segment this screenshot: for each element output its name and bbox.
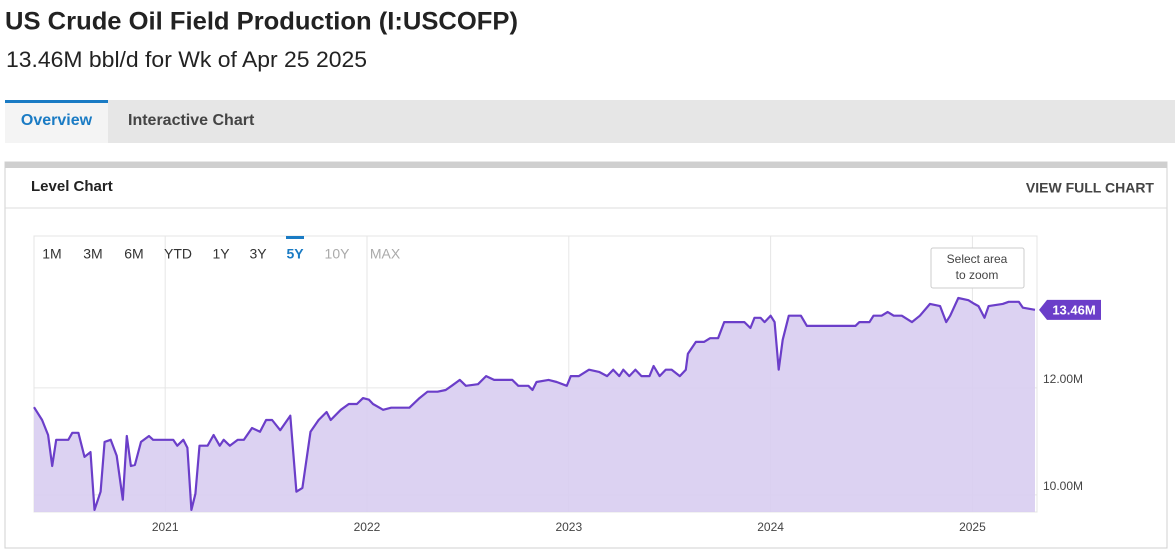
range-indicator: [286, 236, 304, 239]
zoom-hint: Select area: [947, 252, 1008, 266]
last-value-label: 13.46M: [1052, 302, 1095, 317]
tab[interactable]: Overview: [21, 112, 93, 129]
x-tick-label: 2023: [555, 520, 582, 534]
x-tick-label: 2024: [757, 520, 784, 534]
panel-top-border: [5, 162, 1167, 168]
line: [33, 296, 1036, 511]
range-button[interactable]: 3Y: [249, 246, 267, 262]
y-tick-label: 10.00M: [1043, 479, 1083, 493]
zoom-hint: to zoom: [956, 268, 999, 282]
view-full-chart[interactable]: VIEW FULL CHART: [1026, 180, 1155, 196]
tab-bar: [5, 100, 1175, 143]
range-button: MAX: [370, 246, 401, 262]
last-value-callout: [1039, 299, 1101, 320]
tab-indicator: [5, 100, 108, 103]
range-button[interactable]: 3M: [83, 246, 102, 262]
panel-title: Level Chart: [31, 178, 113, 195]
tab-active: [5, 100, 108, 143]
y-tick-label: 12.00M: [1043, 372, 1083, 386]
range-button[interactable]: 1Y: [212, 246, 230, 262]
area: [34, 298, 1035, 512]
range-button: 10Y: [325, 246, 351, 262]
x-tick-label: 2025: [959, 520, 986, 534]
zoom-hint-box: [930, 247, 1025, 289]
page-title: US Crude Oil Field Production (I:USCOFP): [5, 8, 518, 36]
range-button[interactable]: 6M: [124, 246, 143, 262]
range-button[interactable]: 5Y: [286, 246, 304, 262]
range-button[interactable]: 1M: [42, 246, 61, 262]
page-subtitle: 13.46M bbl/d for Wk of Apr 25 2025: [6, 47, 367, 72]
tab[interactable]: Interactive Chart: [128, 112, 255, 129]
x-tick-label: 2022: [354, 520, 381, 534]
range-button[interactable]: YTD: [164, 246, 192, 262]
x-tick-label: 2021: [152, 520, 179, 534]
